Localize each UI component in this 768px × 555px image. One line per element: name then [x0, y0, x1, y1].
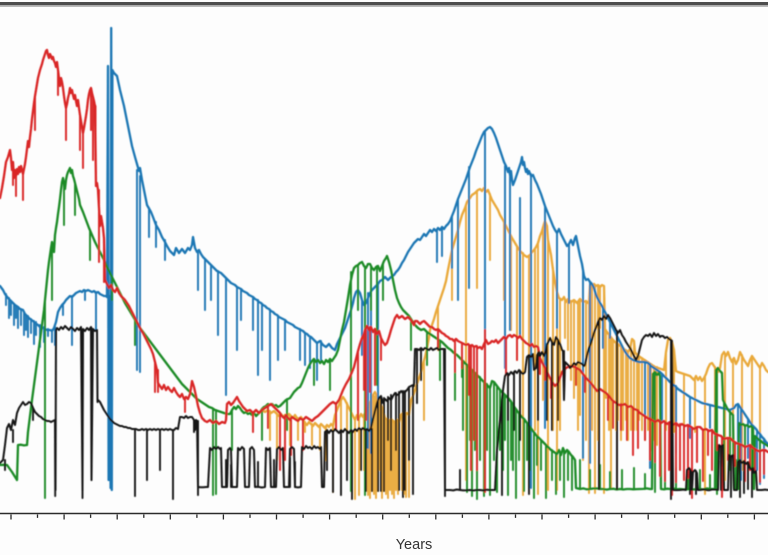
- svg-text:Years: Years: [396, 537, 433, 553]
